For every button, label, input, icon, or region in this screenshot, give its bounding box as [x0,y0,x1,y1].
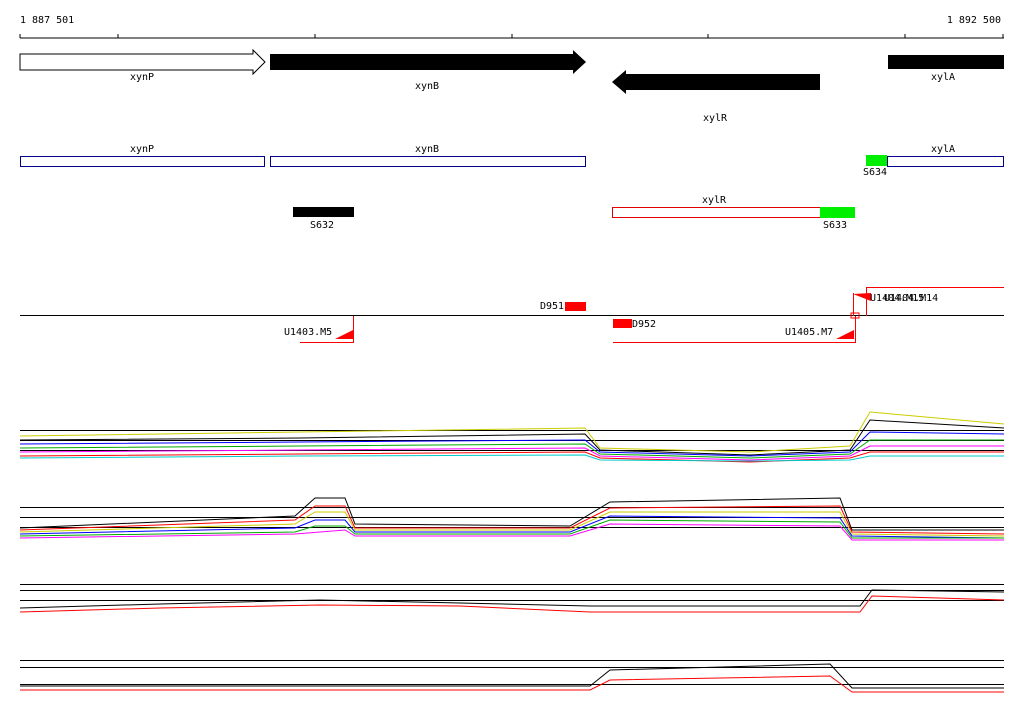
probe-label: U1405.M7 [785,327,833,338]
probe [565,302,586,311]
profile [19,497,1004,531]
profile [19,439,1004,459]
gene-label: xylA [931,72,955,83]
baseline [20,584,1004,601]
probe-track: D951 D952 U1403.M5 U1405.M7 U1404.M15 U1… [20,287,1004,343]
expression-panel-4 [20,660,1004,693]
profile [19,445,1004,461]
axis: 1 887 501 1 892 500 [19,15,1004,39]
feature-box [820,207,855,218]
profile [19,523,1004,541]
probe [613,319,632,328]
probe-label: U1404.M15 [870,293,924,304]
probe-marker [853,293,871,301]
feature-label: xynP [130,144,154,155]
probe-bracket [850,287,1004,319]
profile [19,589,1005,609]
feature-label: S634 [863,167,887,178]
profile [19,431,1005,457]
expression-panel-2 [19,497,1005,541]
gene-arrow [612,70,820,94]
profile [19,515,1005,539]
gene-label: xylR [703,113,728,124]
probe-label: D952 [632,319,656,330]
axis-start: 1 887 501 [20,15,74,26]
profile [19,454,1004,462]
expression-panel-1 [19,411,1005,463]
probe-label: D951 [540,301,564,312]
feature-box [612,207,821,218]
profile [19,505,1005,535]
feature-label: xylR [702,195,727,206]
gene-arrow [270,50,586,74]
gene-track: xynP xynB xylR xylA [19,48,1004,124]
probe-bracket [300,316,354,343]
feature-box [293,207,354,217]
feature-label: xynB [415,144,439,155]
feature-label: S633 [823,220,847,231]
axis-end: 1 892 500 [947,15,1001,26]
feature-box [270,156,586,167]
baseline [20,660,1004,685]
gene-arrow [888,55,1004,69]
expression-panel-3 [19,584,1005,613]
profile [20,675,1004,693]
profile [19,511,1005,537]
profile [19,419,1005,456]
annotation-track: xynP xynB xylA S634 xylR S633 S632 [20,144,1004,231]
probe-label: U1404.M14 [884,293,938,304]
feature-box [887,156,1004,167]
feature-box [20,156,265,167]
feature-box [866,155,887,166]
gene-arrow [19,48,266,76]
probe-label: U1403.M5 [284,327,332,338]
profile [20,663,1004,689]
feature-label: S632 [310,220,334,231]
probe-marker [836,330,854,339]
gene-label: xynB [415,81,439,92]
feature-label: xylA [931,144,955,155]
probe-bracket [613,316,856,343]
gene-label: xynP [130,72,154,83]
profile [19,519,1004,539]
profile [19,411,1005,453]
probe-marker [335,330,353,339]
axis-ticks [19,34,1004,38]
profile [19,595,1005,613]
